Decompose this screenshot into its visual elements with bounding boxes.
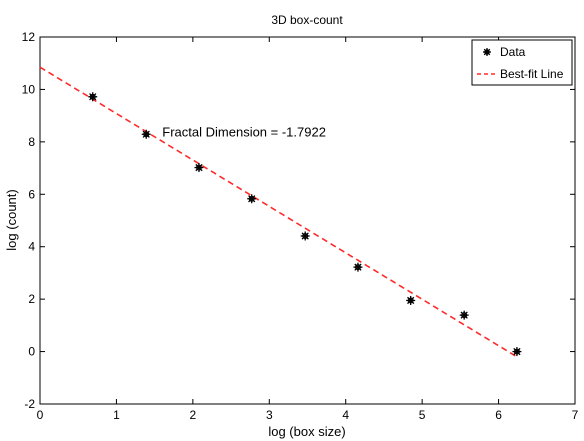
- legend-box: [471, 39, 573, 86]
- y-tick-label: -2: [24, 397, 35, 411]
- legend-fit-label: Best-fit Line: [500, 67, 564, 81]
- y-tick-label: 2: [28, 292, 35, 306]
- legend-data-label: Data: [500, 45, 526, 59]
- y-tick-label: 6: [28, 187, 35, 201]
- data-point: [194, 163, 204, 173]
- x-axis-label: log (box size): [268, 424, 345, 439]
- data-point: [512, 347, 522, 357]
- data-point: [247, 194, 257, 204]
- x-tick-label: 1: [113, 408, 120, 422]
- y-axis-label: log (count): [4, 189, 19, 250]
- legend-data-marker: [483, 48, 491, 56]
- x-tick-label: 3: [266, 408, 273, 422]
- x-axis: 0 1 2 3 4 5 6 7: [37, 37, 579, 422]
- best-fit-line: [39, 66, 518, 358]
- data-point: [88, 92, 98, 102]
- legend-asterisk: [483, 48, 491, 56]
- chart-title: 3D box-count: [271, 13, 343, 27]
- y-tick-label: 8: [28, 135, 35, 149]
- x-tick-label: 4: [342, 408, 349, 422]
- fractal-dimension-annotation: Fractal Dimension = -1.7922: [162, 125, 326, 140]
- x-tick-label: 0: [37, 408, 44, 422]
- y-axis: -2 0 2 4 6 8 10 12: [22, 30, 575, 411]
- series-layer: [39, 66, 522, 358]
- data-point: [459, 310, 469, 320]
- legend: Data Best-fit Line: [471, 39, 573, 86]
- data-point: [141, 129, 151, 139]
- y-tick-label: 12: [22, 30, 36, 44]
- data-point: [406, 295, 416, 305]
- x-tick-label: 7: [572, 408, 579, 422]
- y-tick-label: 10: [22, 82, 36, 96]
- y-tick-label: 0: [28, 345, 35, 359]
- x-tick-label: 2: [190, 408, 197, 422]
- y-tick-label: 4: [28, 240, 35, 254]
- x-tick-label: 5: [419, 408, 426, 422]
- x-tick-label: 6: [495, 408, 502, 422]
- data-point: [300, 231, 310, 241]
- data-point: [353, 262, 363, 272]
- plot-area: [39, 36, 576, 405]
